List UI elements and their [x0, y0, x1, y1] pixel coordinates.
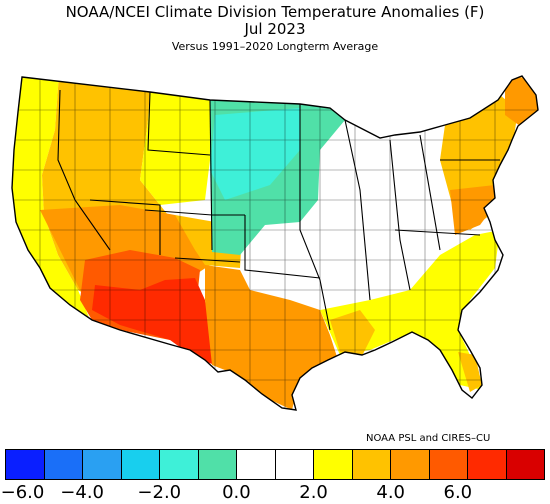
legend-bin-1	[44, 450, 83, 479]
legend-bin-2	[83, 450, 122, 479]
legend-bin-10	[391, 450, 430, 479]
legend-tick-6: 6.0	[443, 482, 473, 503]
legend-bin-9	[352, 450, 391, 479]
legend-tick-0: −6.0	[0, 482, 45, 503]
region-upper-midwest	[210, 108, 300, 200]
legend-tick-5: 4.0	[376, 482, 406, 503]
legend-ticks: −6.0 −4.0 −2.0 0.0 2.0 4.0 6.0	[0, 482, 550, 504]
region-mid-atlantic	[450, 185, 495, 235]
legend-tick-1: −4.0	[60, 482, 104, 503]
legend-bin-7	[275, 450, 314, 479]
legend-bin-8	[314, 450, 353, 479]
legend-tick-2: −2.0	[137, 482, 182, 503]
region-nm-tx-border	[92, 278, 215, 365]
legend-bin-11	[429, 450, 468, 479]
legend-tick-4: 2.0	[299, 482, 328, 503]
map-period: Jul 2023	[244, 20, 306, 38]
legend-bin-0	[6, 450, 45, 479]
map-title: NOAA/NCEI Climate Division Temperature A…	[65, 3, 485, 21]
state-boundaries	[57, 89, 500, 331]
us-outline	[11, 75, 539, 411]
region-louisiana	[330, 310, 375, 356]
legend-bin-6	[237, 450, 276, 479]
credit-label: NOAA PSL and CIRES–CU	[366, 433, 491, 444]
us-climate-division-map	[11, 75, 539, 411]
legend-bin-13	[506, 450, 544, 479]
legend-bin-3	[121, 450, 160, 479]
map-subtitle: Versus 1991–2020 Longterm Average	[171, 40, 379, 53]
region-montana-wyoming	[140, 88, 210, 205]
division-boundaries	[12, 76, 538, 410]
legend-colorbar	[5, 449, 545, 480]
legend-tick-3: 0.0	[222, 482, 251, 503]
legend-bin-4	[160, 450, 199, 479]
legend-bin-12	[468, 450, 507, 479]
legend-bin-5	[198, 450, 237, 479]
